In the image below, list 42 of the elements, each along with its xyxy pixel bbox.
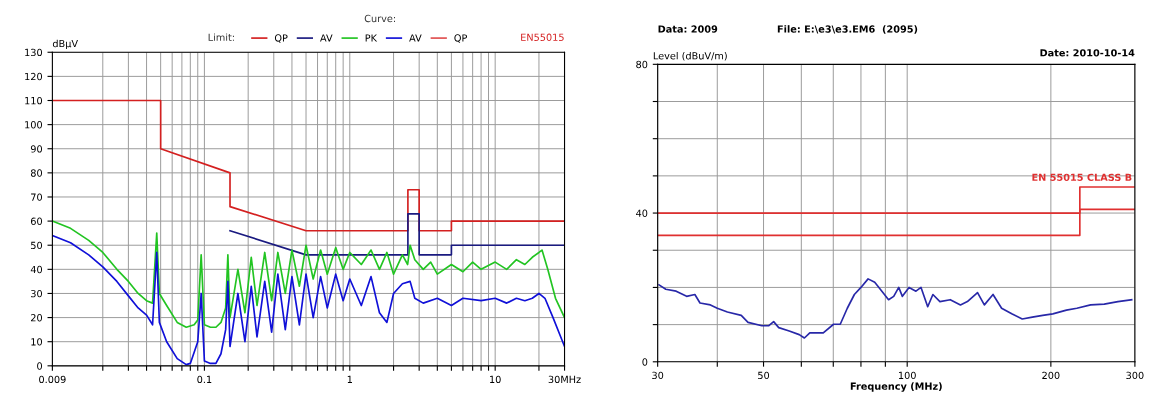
x-tick-label: 200	[1042, 371, 1060, 380]
x-tick-label: 300	[1126, 371, 1144, 380]
text: Curve:	[364, 14, 396, 23]
x-tick-label: 30MHz	[548, 375, 581, 384]
x-tick-label: 0.009	[39, 375, 66, 384]
y-axis-title: dBμV	[52, 39, 78, 50]
x-tick-label: 10	[490, 375, 501, 384]
x-tick-label: 100	[898, 371, 916, 380]
legend-label: QP	[454, 34, 468, 43]
y-tick-label: 40	[636, 209, 648, 217]
legend-label: PK	[365, 34, 378, 42]
text: Date: 2010-10-14	[1040, 49, 1135, 57]
y-tick-label: 60	[30, 217, 43, 225]
y-tick-label: 90	[30, 145, 43, 153]
y-tick-label: 0	[37, 362, 43, 370]
y-tick-label: 80	[636, 60, 648, 69]
y-tick-label: 20	[31, 314, 43, 322]
x-tick-label: 50	[758, 371, 770, 380]
text: Data: 2009	[658, 25, 718, 33]
legend-label: QP	[274, 34, 288, 43]
series-label: EN 55015 CLASS B	[1032, 173, 1132, 181]
y-tick-label: 70	[31, 193, 43, 201]
text: File: E:\e3\e3.EM6 (2095)	[777, 25, 918, 34]
x-axis-title: Frequency (MHz)	[850, 382, 942, 392]
y-tick-label: 130	[25, 48, 43, 57]
y-tick-label: 120	[25, 72, 43, 81]
y-tick-label: 30	[31, 289, 43, 298]
legend-label: AV	[320, 34, 333, 42]
y-tick-label: 100	[25, 121, 43, 129]
y-tick-label: 10	[31, 338, 43, 346]
x-tick-label: 1	[347, 375, 352, 383]
y-tick-label: 110	[25, 96, 43, 105]
text: Limit:	[208, 33, 234, 41]
x-tick-label: 30	[652, 371, 664, 380]
text: EN55015	[521, 33, 564, 41]
legend-label: AV	[409, 34, 422, 42]
y-tick-label: 0	[642, 358, 648, 366]
y-axis-title: Level (dBuV/m)	[653, 51, 727, 61]
y-tick-label: 80	[30, 169, 43, 177]
y-tick-label: 50	[31, 241, 43, 250]
y-tick-label: 40	[30, 265, 43, 274]
x-tick-label: 0.1	[197, 375, 212, 384]
